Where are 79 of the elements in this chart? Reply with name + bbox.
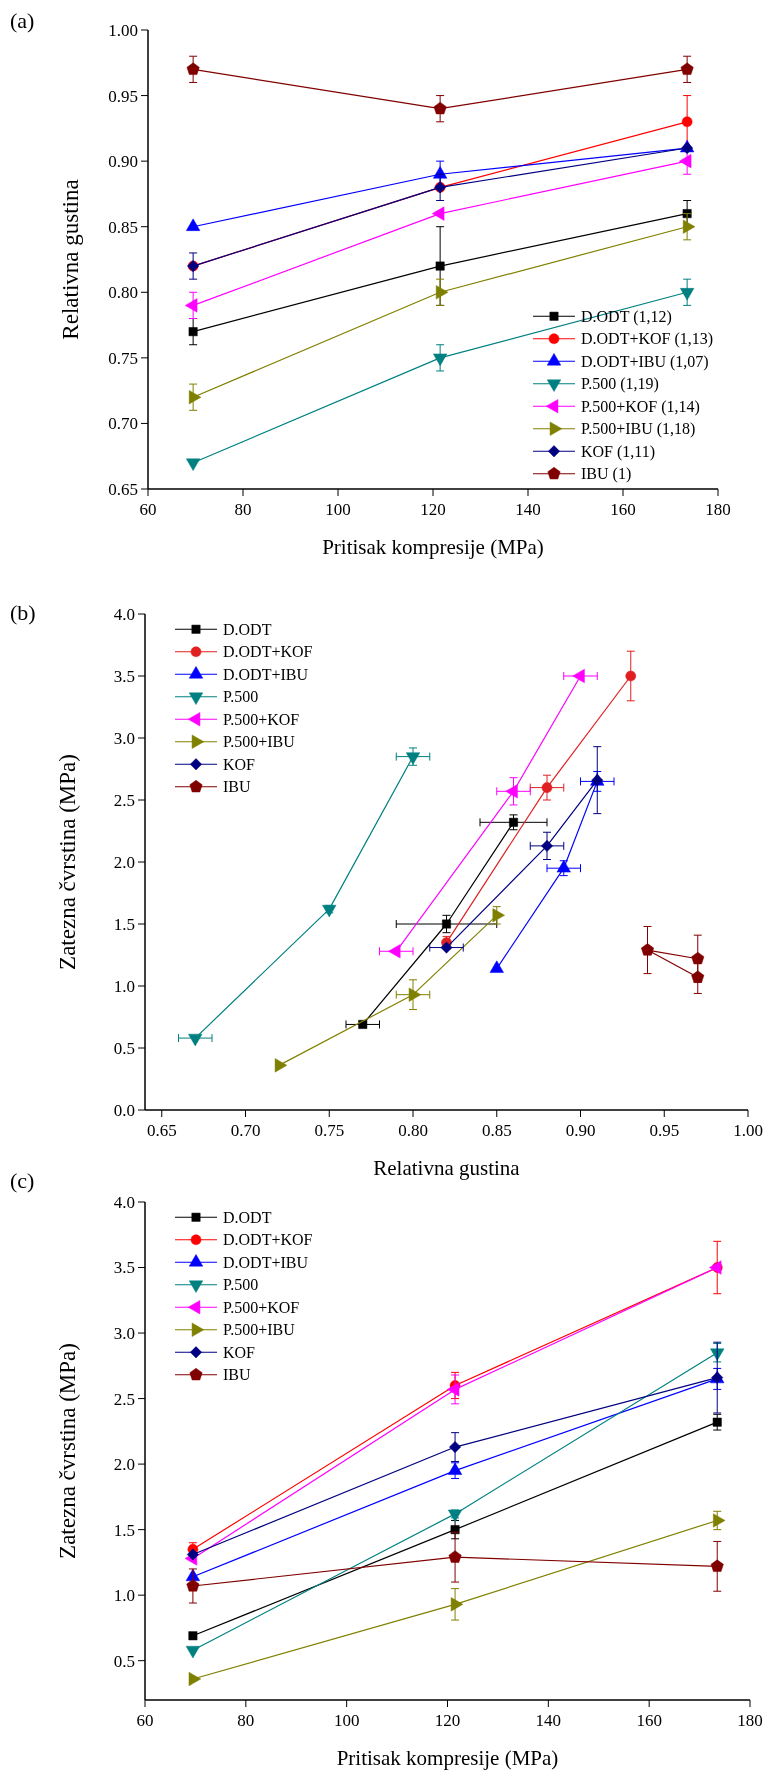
legend-label: D.ODT+KOF: [223, 643, 313, 661]
y-tick-label: 0.70: [108, 414, 138, 434]
legend-label: D.ODT: [223, 620, 272, 638]
y-tick-label: 0.95: [108, 86, 138, 106]
x-axis-title: Pritisak kompresije (MPa): [336, 1746, 559, 1770]
x-tick-label: 0.95: [649, 1121, 680, 1140]
legend-label: P.500 (1,19): [581, 375, 659, 394]
y-tick-label: 0.80: [108, 283, 138, 303]
legend-label: KOF: [223, 755, 256, 773]
x-tick-label: 0.80: [398, 1121, 428, 1140]
text: (a): [10, 8, 35, 33]
y-tick-label: 0.5: [113, 1038, 135, 1058]
legend-label: KOF: [223, 1343, 256, 1361]
legend-label: D.ODT: [223, 1208, 272, 1226]
legend-label: D.ODT+IBU (1,07): [581, 352, 709, 371]
legend-label: D.ODT+IBU: [223, 665, 309, 683]
x-tick-label: 160: [610, 500, 636, 519]
y-tick-label: 1.5: [113, 1520, 135, 1540]
y-tick-label: 1.0: [113, 1586, 135, 1606]
legend-label: P.500+IBU: [223, 1321, 296, 1339]
legend-label: KOF (1,11): [581, 442, 656, 461]
x-tick-label: 0.75: [314, 1121, 345, 1140]
legend-label: IBU: [223, 778, 251, 796]
y-tick-label: 0.5: [113, 1651, 135, 1671]
y-tick-label: 4.0: [113, 1192, 135, 1212]
y-tick-label: 0.0: [113, 1100, 135, 1120]
y-tick-label: 4.0: [113, 604, 135, 624]
y-tick-label: 3.0: [113, 1324, 135, 1343]
x-axis-title: Pritisak kompresije (MPa): [322, 535, 544, 559]
legend-label: D.ODT+KOF: [223, 1231, 313, 1249]
legend-label: P.500: [223, 688, 259, 706]
x-tick-label: 0.85: [481, 1121, 512, 1140]
x-axis-title: Relativna gustina: [373, 1156, 521, 1180]
y-tick-label: 1.5: [113, 914, 135, 934]
y-tick-label: 3.5: [113, 666, 135, 686]
x-tick-label: 0.90: [565, 1121, 596, 1140]
legend-label: P.500: [223, 1276, 259, 1294]
y-axis-title: Zatezna čvrstina (MPa): [55, 1343, 80, 1559]
x-tick-label: 120: [434, 1711, 461, 1730]
x-tick-label: 180: [737, 1711, 763, 1730]
x-tick-label: 140: [535, 1711, 562, 1730]
text: (b): [10, 600, 36, 625]
legend-label: IBU (1): [581, 465, 632, 484]
y-axis-title: Zatezna čvrstina (MPa): [55, 754, 80, 970]
x-tick-label: 160: [636, 1711, 662, 1730]
x-tick-label: 140: [515, 500, 541, 519]
y-tick-label: 0.75: [108, 348, 138, 368]
legend-label: IBU: [223, 1366, 251, 1384]
legend-label: P.500+IBU (1,18): [581, 420, 696, 439]
x-tick-label: 180: [705, 500, 731, 519]
y-tick-label: 1.00: [108, 20, 138, 40]
x-tick-label: 60: [139, 500, 157, 519]
x-tick-label: 100: [333, 1711, 360, 1730]
legend-label: P.500+KOF: [223, 710, 300, 728]
y-tick-label: 0.85: [108, 217, 138, 237]
x-tick-label: 100: [325, 500, 351, 519]
text: (c): [10, 1168, 35, 1193]
legend-label: D.ODT+IBU: [223, 1253, 309, 1271]
x-tick-label: 80: [237, 1711, 255, 1730]
legend-label: P.500+KOF: [223, 1298, 300, 1316]
y-tick-label: 2.5: [113, 1389, 135, 1409]
legend-label: P.500+IBU: [223, 733, 296, 751]
y-tick-label: 3.5: [113, 1258, 135, 1278]
y-tick-label: 1.0: [113, 976, 135, 996]
y-tick-label: 0.65: [108, 479, 138, 499]
x-tick-label: 80: [234, 500, 252, 519]
y-tick-label: 2.5: [113, 790, 135, 810]
y-tick-label: 0.90: [108, 152, 138, 172]
x-tick-label: 1.00: [733, 1121, 763, 1140]
y-tick-label: 3.0: [113, 728, 135, 748]
x-tick-label: 60: [136, 1711, 154, 1730]
x-tick-label: 0.65: [146, 1121, 177, 1140]
x-tick-label: 120: [420, 500, 446, 519]
x-tick-label: 0.70: [230, 1121, 261, 1140]
y-tick-label: 2.0: [113, 1455, 135, 1475]
y-tick-label: 2.0: [113, 852, 135, 872]
legend-label: D.ODT+KOF (1,13): [581, 330, 714, 349]
y-axis-title: Relativna gustina: [58, 179, 83, 340]
legend-label: P.500+KOF (1,14): [581, 397, 700, 416]
